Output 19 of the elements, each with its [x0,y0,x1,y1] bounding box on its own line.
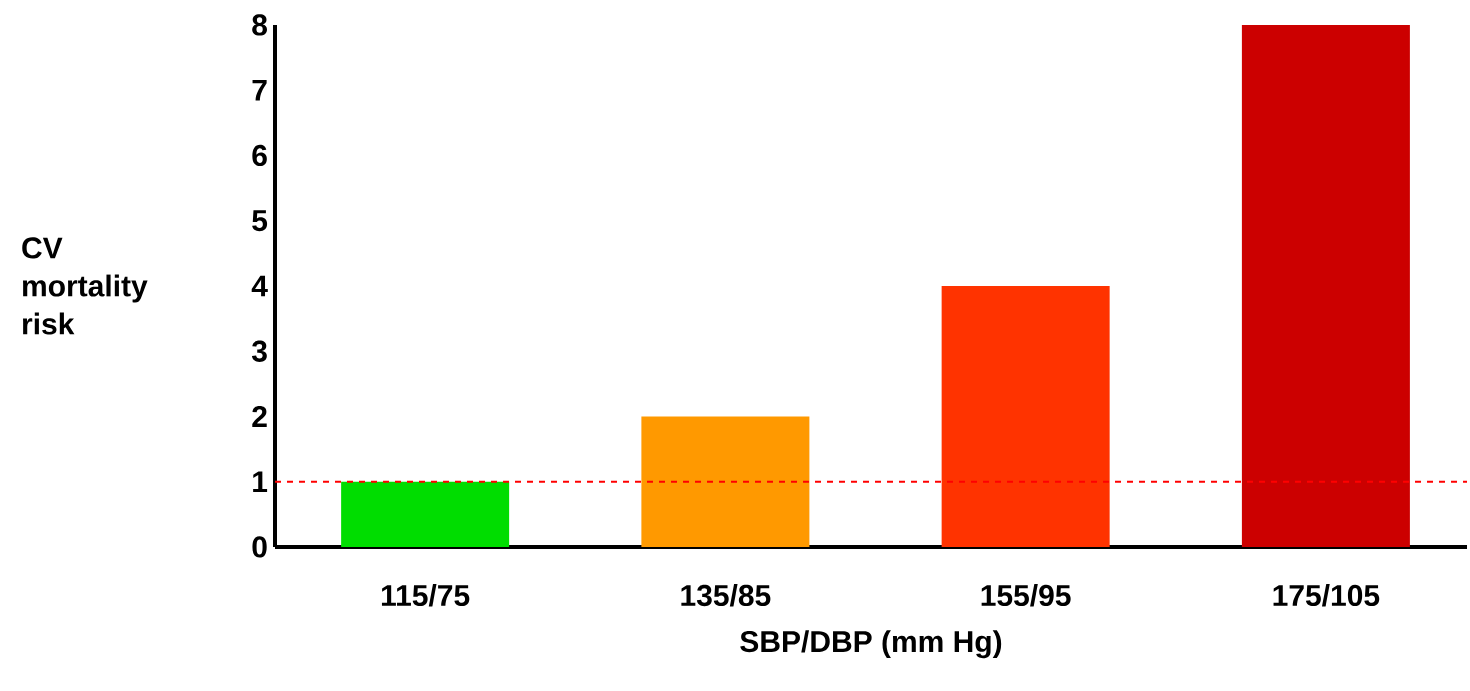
x-tick-label: 175/105 [1273,584,1380,607]
y-tick-label: 6 [252,144,267,167]
x-tick-label: 155/95 [981,584,1071,607]
bar [341,481,510,547]
y-tick-label: 7 [252,79,267,101]
y-tick-label: 8 [252,14,267,36]
y-tick-label: 3 [251,340,267,362]
x-tick-label: 135/85 [681,584,771,607]
bar [941,286,1110,547]
bar [641,416,810,547]
y-tick-label: 1 [253,471,268,493]
x-axis-title: SBP/DBP (mm Hg) [740,630,1002,659]
y-tick-label: 4 [251,275,268,297]
y-axis-title: CV mortality risk [22,237,148,335]
y-tick-label: 5 [252,210,268,232]
y-tick-label: 2 [252,406,267,427]
bar [1241,25,1410,547]
x-tick-label: 115/75 [381,584,470,607]
y-tick-label: 0 [252,536,267,558]
